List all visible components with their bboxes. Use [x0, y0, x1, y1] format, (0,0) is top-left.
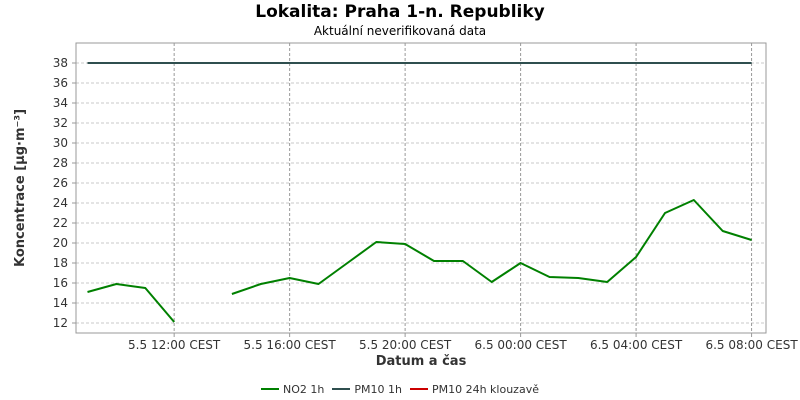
x-tick-label: 6.5 04:00 CEST [590, 338, 683, 352]
chart-legend: NO2 1h PM10 1h PM10 24h klouzavě [0, 380, 800, 396]
series-line-1 [87, 283, 175, 323]
y-tick-label: 14 [53, 296, 68, 310]
y-tick-label: 24 [53, 196, 68, 210]
y-tick-label: 22 [53, 216, 68, 230]
y-tick-label: 20 [53, 236, 68, 250]
series-line-1 [231, 199, 752, 295]
x-tick-label: 5.5 12:00 CEST [128, 338, 221, 352]
x-tick-label: 5.5 20:00 CEST [359, 338, 452, 352]
legend-item-2: PM10 1h [332, 383, 402, 396]
y-tick-label: 12 [53, 316, 68, 330]
legend-swatch [261, 388, 280, 390]
y-tick-label: 36 [53, 76, 68, 90]
legend-item-3: PM10 24h klouzavě [409, 382, 539, 396]
x-tick-label: 6.5 00:00 CEST [475, 338, 568, 352]
legend-label: PM10 1h [354, 382, 402, 396]
legend-swatch [409, 388, 428, 390]
y-tick-label: 32 [53, 116, 68, 130]
y-tick-label: 38 [53, 56, 68, 70]
x-tick-label: 5.5 16:00 CEST [244, 338, 337, 352]
legend-label: PM10 24h klouzavě [431, 382, 539, 396]
legend-item-1: NO2 1h [261, 383, 324, 396]
plot-area [75, 42, 767, 334]
legend-label: NO2 1h [283, 382, 325, 396]
y-tick-label: 28 [53, 156, 68, 170]
chart-title: Lokalita: Praha 1-n. Republiky [255, 2, 545, 22]
y-tick-label: 26 [53, 176, 68, 190]
y-tick-label: 30 [53, 136, 68, 150]
legend-swatch [332, 388, 351, 390]
y-tick-label: 18 [53, 256, 68, 270]
chart-subtitle: Aktuální neverifikovaná data [313, 24, 487, 38]
x-tick-label: 6.5 08:00 CEST [705, 338, 798, 352]
y-tick-label: 16 [53, 276, 68, 290]
y-axis-label: Koncentrace [µg·m⁻³] [13, 109, 28, 267]
y-tick-label: 34 [53, 96, 68, 110]
x-axis-label: Datum a čas [376, 354, 467, 369]
